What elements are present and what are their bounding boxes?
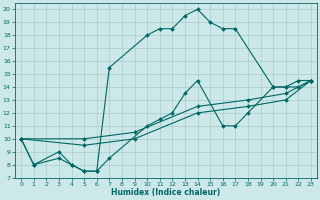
- X-axis label: Humidex (Indice chaleur): Humidex (Indice chaleur): [111, 188, 221, 197]
